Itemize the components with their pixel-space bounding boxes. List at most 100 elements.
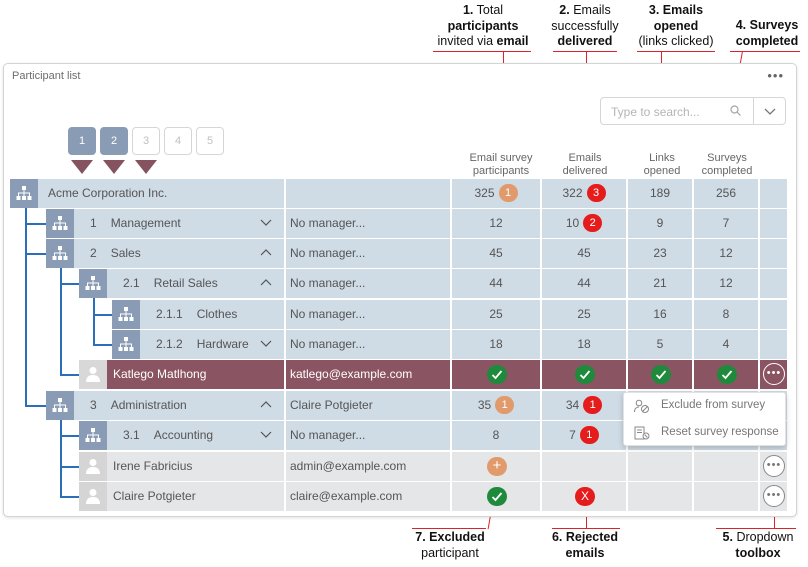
name-cell: 2.1.1 Clothes xyxy=(140,300,286,329)
level-button-1[interactable]: 1 xyxy=(68,127,96,155)
table-row[interactable]: 2.1.1 Clothes No manager... 25 25 16 8 xyxy=(10,300,787,329)
table-row[interactable]: 2.1 Retail Sales No manager... 44 44 21 1… xyxy=(10,269,787,298)
panel-menu-button[interactable]: ••• xyxy=(767,68,784,83)
search-input[interactable]: Type to search... xyxy=(600,97,754,125)
org-node-icon xyxy=(10,179,38,208)
manager-cell[interactable]: No manager... xyxy=(286,300,452,329)
annotation-line-4 xyxy=(730,51,800,52)
dept-name: 2.1.1 Clothes xyxy=(156,307,238,321)
completed-cell: 256 xyxy=(694,179,760,208)
rejected-count-badge[interactable]: 1 xyxy=(583,396,603,414)
actions-cell xyxy=(760,179,787,208)
table-row-selected[interactable]: Katlego Matlhong katlego@example.com ••• xyxy=(10,360,787,389)
delivered-cell xyxy=(542,452,628,481)
column-header-opened[interactable]: Links opened xyxy=(643,152,681,177)
annotation-line-7 xyxy=(412,528,486,529)
reset-survey-response-item[interactable]: Reset survey response xyxy=(624,420,785,447)
participant-count-badge[interactable]: 1 xyxy=(495,396,515,414)
check-icon xyxy=(575,365,595,384)
chevron-down-icon[interactable] xyxy=(260,219,272,226)
email-cell: katlego@example.com xyxy=(286,360,452,389)
participants-cell: + xyxy=(452,452,542,481)
table-row[interactable]: Acme Corporation Inc. 325 1 322 3 189 256 xyxy=(10,179,787,208)
completed-cell xyxy=(694,452,760,481)
annotation-dropdown-toolbox: 5. Dropdown toolbox xyxy=(722,530,794,560)
opened-cell: 5 xyxy=(628,330,694,359)
tree-line-l0-h2 xyxy=(25,253,46,255)
participant-name: Claire Potgieter xyxy=(113,489,196,503)
level-button-5[interactable]: 5 xyxy=(196,127,224,155)
rejected-count-badge[interactable]: 2 xyxy=(583,214,603,232)
level-marker-2 xyxy=(103,160,125,174)
opened-cell: 23 xyxy=(628,239,694,268)
more-options-button[interactable]: ••• xyxy=(763,363,785,385)
person-icon xyxy=(79,360,107,389)
actions-cell xyxy=(760,330,787,359)
participants-cell xyxy=(452,482,542,511)
completed-cell: 7 xyxy=(694,209,760,238)
column-header-participants[interactable]: Email survey participants xyxy=(469,152,533,177)
ellipsis-icon: ••• xyxy=(766,367,782,379)
annotation-line-1 xyxy=(433,51,531,52)
search-placeholder: Type to search... xyxy=(611,105,700,119)
more-options-button[interactable]: ••• xyxy=(763,455,785,477)
chevron-down-icon[interactable] xyxy=(260,340,272,347)
level-button-4[interactable]: 4 xyxy=(164,127,192,155)
actions-cell xyxy=(760,209,787,238)
table-row[interactable]: 2 Sales No manager... 45 45 23 12 xyxy=(10,239,787,268)
manager-cell[interactable]: No manager... xyxy=(286,421,452,450)
rejected-x-icon[interactable]: X xyxy=(575,487,595,506)
opened-cell: 21 xyxy=(628,269,694,298)
participants-cell xyxy=(452,360,542,389)
completed-cell: 8 xyxy=(694,300,760,329)
manager-cell[interactable]: Claire Potgieter xyxy=(286,391,452,420)
table-row[interactable]: 1 Management No manager... 12 10 2 9 7 xyxy=(10,209,787,238)
chevron-up-icon[interactable] xyxy=(260,279,272,286)
delivered-cell: 18 xyxy=(542,330,628,359)
column-header-delivered[interactable]: Emails delivered xyxy=(562,152,608,177)
manager-cell[interactable]: No manager... xyxy=(286,330,452,359)
chevron-up-icon[interactable] xyxy=(260,249,272,256)
dept-name: 3 Administration xyxy=(90,398,187,412)
chevron-down-icon[interactable] xyxy=(260,431,272,438)
tree-line-l0 xyxy=(25,208,27,406)
exclude-from-survey-item[interactable]: Exclude from survey xyxy=(624,393,785,420)
name-cell: 2 Sales xyxy=(74,239,286,268)
delivered-cell: 45 xyxy=(542,239,628,268)
chevron-up-icon[interactable] xyxy=(260,401,272,408)
manager-cell[interactable]: No manager... xyxy=(286,269,452,298)
tree-line-l2 xyxy=(93,298,95,345)
column-header-completed[interactable]: Surveys completed xyxy=(701,152,753,177)
dept-name: 1 Management xyxy=(90,216,181,230)
search-icon[interactable] xyxy=(730,105,741,116)
annotation-line-2 xyxy=(553,51,617,52)
dept-name: 3.1 Accounting xyxy=(123,428,214,442)
annotation-emails-delivered: 2. Emails successfully delivered xyxy=(551,3,619,48)
org-node-icon xyxy=(46,209,74,238)
rejected-count-badge[interactable]: 3 xyxy=(586,184,606,202)
tree-line-l0-h1 xyxy=(25,223,46,225)
dept-name: 2 Sales xyxy=(90,246,141,260)
level-button-3[interactable]: 3 xyxy=(132,127,160,155)
table-row[interactable]: Irene Fabricius admin@example.com + ••• xyxy=(10,452,787,481)
excluded-plus-icon[interactable]: + xyxy=(487,457,507,476)
tree-line-l1 xyxy=(60,268,62,375)
annotation-rejected-emails: 6. Rejected emails xyxy=(551,530,619,560)
manager-cell[interactable]: No manager... xyxy=(286,239,452,268)
delivered-cell: 322 3 xyxy=(542,179,628,208)
level-button-2[interactable]: 2 xyxy=(100,127,128,155)
table-row[interactable]: 2.1.2 Hardware No manager... 18 18 5 4 xyxy=(10,330,787,359)
rejected-count-badge[interactable]: 1 xyxy=(579,426,599,444)
table-row[interactable]: Claire Potgieter claire@example.com X ••… xyxy=(10,482,787,511)
ellipsis-icon: ••• xyxy=(766,459,782,471)
more-options-button[interactable]: ••• xyxy=(763,485,785,507)
completed-cell: 12 xyxy=(694,239,760,268)
manager-cell[interactable]: No manager... xyxy=(286,209,452,238)
participant-count-badge[interactable]: 1 xyxy=(498,184,518,202)
completed-cell xyxy=(694,482,760,511)
check-icon xyxy=(487,365,507,384)
delivered-cell: 25 xyxy=(542,300,628,329)
name-cell: Claire Potgieter xyxy=(107,482,286,511)
tree-line-l1-h1 xyxy=(60,283,79,285)
search-dropdown-button[interactable] xyxy=(753,97,786,125)
